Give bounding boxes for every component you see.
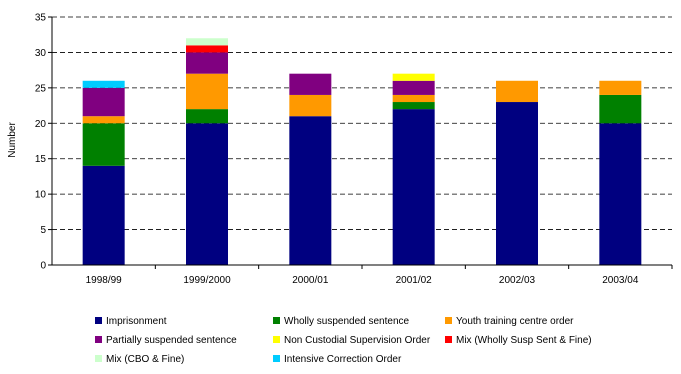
axes: 0 5 10 15 20 25 30 35 1998/99 1999/2000 2000/01 200… [35, 13, 673, 286]
legend-label: Wholly suspended sentence [284, 316, 410, 327]
legend-label: Mix (CBO & Fine) [106, 354, 185, 365]
bar-segment [82, 116, 125, 124]
legend-swatch [445, 335, 452, 343]
bar-segment [392, 102, 435, 110]
y-tick-label: 10 [35, 190, 47, 201]
legend-item: Imprisonment [95, 316, 167, 328]
bar-segment [599, 80, 642, 95]
bar-segment [186, 123, 228, 266]
bar-segment [392, 94, 435, 103]
y-tick-label: 25 [35, 83, 47, 94]
legend-swatch [273, 316, 280, 324]
legend-swatch [95, 335, 102, 343]
legend-label: Mix (Wholly Susp Sent & Fine) [456, 335, 592, 346]
bar-segment [289, 73, 332, 95]
legend-label: Intensive Correction Order [284, 354, 402, 365]
bar-segment [186, 73, 228, 110]
bar-segment [392, 80, 435, 95]
bar-segment [82, 165, 125, 265]
legend-item: Mix (Wholly Susp Sent & Fine) [445, 335, 592, 347]
y-tick-label: 35 [35, 13, 47, 24]
bar-segment [496, 102, 538, 266]
legend-item: Wholly suspended sentence [273, 316, 409, 328]
legend-item: Partially suspended sentence [95, 335, 237, 347]
x-tick-label: 1999/2000 [183, 275, 231, 286]
bar-segment [186, 52, 228, 74]
legend-label: Youth training centre order [456, 316, 574, 327]
legend-item: Non Custodial Supervision Order [273, 335, 430, 347]
bar-segment [82, 123, 125, 166]
x-tick-label: 2001/02 [396, 275, 433, 286]
y-tick-label: 0 [40, 261, 46, 272]
legend-item: Mix (CBO & Fine) [95, 354, 184, 366]
bar-segment [186, 109, 228, 124]
bar-segment [599, 94, 642, 124]
bar-segment [392, 73, 435, 81]
bar-segment [289, 94, 332, 117]
legend-swatch [273, 335, 280, 343]
legend-swatch [273, 354, 280, 362]
bar-segment [289, 116, 332, 265]
y-tick-label: 30 [35, 48, 47, 59]
y-axis-title: Number [7, 122, 18, 158]
legend-label: Imprisonment [106, 316, 167, 327]
legend-swatch [445, 316, 452, 324]
bar-segment [392, 109, 435, 265]
legend-label: Partially suspended sentence [106, 335, 237, 346]
bar-segment [82, 80, 125, 88]
y-tick-label: 15 [35, 154, 47, 165]
bar-segment [186, 45, 228, 53]
x-tick-label: 1998/99 [86, 275, 123, 286]
bar-segment [186, 38, 228, 46]
y-tick-label: 20 [35, 119, 47, 130]
x-tick-label: 2000/01 [292, 275, 329, 286]
bar-segment [82, 87, 125, 117]
bars [82, 38, 642, 266]
legend-swatch [95, 316, 102, 324]
legend-swatch [95, 354, 102, 362]
x-tick-label: 2003/04 [602, 275, 639, 286]
x-tick-label: 2002/03 [499, 275, 536, 286]
legend-item: Youth training centre order [445, 316, 574, 328]
chart: 0 5 10 15 20 25 30 35 1998/99 1999/2000 2000/01 200… [7, 13, 673, 286]
bar-segment [599, 123, 642, 266]
bar-segment [496, 80, 538, 103]
legend-label: Non Custodial Supervision Order [284, 335, 431, 346]
gridlines [52, 16, 672, 230]
y-tick-label: 5 [40, 225, 46, 236]
legend-item: Intensive Correction Order [273, 354, 401, 366]
